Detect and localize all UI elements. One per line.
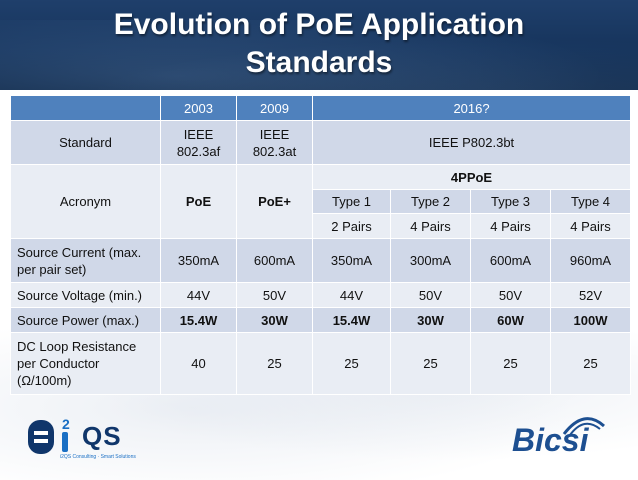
year-2016: 2016? bbox=[311, 95, 632, 121]
source-voltage-row: Source Voltage (min.) 44V 50V 44V 50V 50… bbox=[10, 282, 632, 308]
source-power-value: 30W bbox=[236, 307, 313, 333]
type-row: Type 1 Type 2 Type 3 Type 4 bbox=[11, 189, 632, 214]
source-power-value: 60W bbox=[470, 307, 551, 333]
type-3: Type 3 bbox=[470, 189, 551, 214]
acronym-row: Acronym PoE PoE+ 4PPoE bbox=[10, 164, 632, 239]
poe-standards-table: 2003 2009 2016? Standard IEEE 802.3af IE… bbox=[10, 95, 632, 395]
source-current-label: Source Current (max. per pair set) bbox=[10, 238, 161, 283]
i2qs-emblem-icon bbox=[28, 420, 54, 454]
source-current-value: 300mA bbox=[390, 238, 471, 283]
pairs-type-3: 4 Pairs bbox=[470, 213, 551, 239]
year-2003: 2003 bbox=[160, 95, 237, 121]
source-voltage-value: 44V bbox=[160, 282, 237, 308]
title-line-2: Standards bbox=[245, 46, 393, 79]
standard-2016: IEEE P802.3bt bbox=[311, 120, 632, 165]
loop-resistance-value: 25 bbox=[312, 332, 391, 395]
source-power-label: Source Power (max.) bbox=[10, 307, 161, 333]
bicsi-logo: Bicsi bbox=[508, 414, 618, 462]
slide-title: Evolution of PoE Application Standards bbox=[0, 6, 638, 82]
source-current-row: Source Current (max. per pair set) 350mA… bbox=[10, 238, 632, 283]
standard-2009: IEEE 802.3at bbox=[236, 120, 313, 165]
source-power-row: Source Power (max.) 15.4W 30W 15.4W 30W … bbox=[10, 307, 632, 333]
bicsi-arc-icon bbox=[562, 417, 606, 436]
acronym-2016: 4PPoE bbox=[311, 164, 632, 190]
loop-resistance-value: 25 bbox=[390, 332, 471, 395]
source-voltage-value: 50V bbox=[470, 282, 551, 308]
pairs-type-4: 4 Pairs bbox=[549, 213, 632, 239]
i2qs-logo: 2 QS i2QS Consulting · Smart Solutions bbox=[24, 416, 136, 460]
acronym-2009: PoE+ bbox=[236, 164, 313, 239]
acronym-label: Acronym bbox=[10, 164, 161, 239]
logo-text: QS bbox=[82, 421, 122, 451]
source-current-value: 350mA bbox=[312, 238, 391, 283]
pairs-type-2: 4 Pairs bbox=[390, 213, 471, 239]
source-power-value: 15.4W bbox=[160, 307, 237, 333]
source-voltage-label: Source Voltage (min.) bbox=[10, 282, 161, 308]
source-voltage-value: 50V bbox=[390, 282, 471, 308]
year-header-row: 2003 2009 2016? bbox=[10, 95, 632, 121]
slide-header: Evolution of PoE Application Standards bbox=[0, 0, 638, 90]
source-power-value: 100W bbox=[549, 307, 632, 333]
standard-2003: IEEE 802.3af bbox=[160, 120, 237, 165]
year-2009: 2009 bbox=[236, 95, 313, 121]
loop-resistance-value: 40 bbox=[160, 332, 237, 395]
i-letter-icon bbox=[62, 432, 68, 452]
type-2: Type 2 bbox=[390, 189, 471, 214]
standard-label: Standard bbox=[10, 120, 161, 165]
source-current-value: 600mA bbox=[470, 238, 551, 283]
loop-resistance-value: 25 bbox=[236, 332, 313, 395]
loop-resistance-value: 25 bbox=[549, 332, 632, 395]
logo-tagline: i2QS Consulting · Smart Solutions bbox=[60, 454, 136, 460]
loop-resistance-value: 25 bbox=[470, 332, 551, 395]
source-power-value: 15.4W bbox=[312, 307, 391, 333]
source-voltage-value: 44V bbox=[312, 282, 391, 308]
source-voltage-value: 50V bbox=[236, 282, 313, 308]
source-voltage-value: 52V bbox=[549, 282, 632, 308]
pairs-row: 2 Pairs 4 Pairs 4 Pairs 4 Pairs bbox=[11, 213, 632, 239]
bicsi-wordmark: Bicsi bbox=[512, 422, 589, 458]
pairs-type-1: 2 Pairs bbox=[312, 213, 391, 239]
loop-resistance-row: DC Loop Resistance per Conductor (Ω/100m… bbox=[10, 332, 632, 395]
source-power-value: 30W bbox=[390, 307, 471, 333]
acronym-2003: PoE bbox=[160, 164, 237, 239]
title-line-1: Evolution of PoE Application bbox=[113, 8, 525, 41]
type-4: Type 4 bbox=[549, 189, 632, 214]
source-current-value: 960mA bbox=[549, 238, 632, 283]
type-1: Type 1 bbox=[312, 189, 391, 214]
header-blank-cell bbox=[10, 95, 161, 121]
logo-superscript: 2 bbox=[62, 416, 70, 432]
source-current-value: 600mA bbox=[236, 238, 313, 283]
standard-row: Standard IEEE 802.3af IEEE 802.3at IEEE … bbox=[10, 120, 632, 165]
source-current-value: 350mA bbox=[160, 238, 237, 283]
loop-resistance-label: DC Loop Resistance per Conductor (Ω/100m… bbox=[10, 332, 161, 395]
